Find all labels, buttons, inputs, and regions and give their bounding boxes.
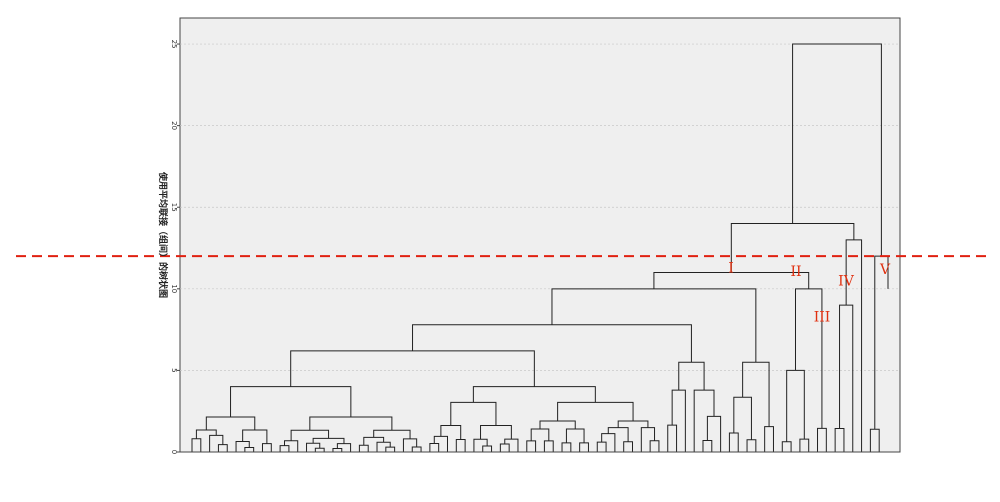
dendrogram-link [290,429,330,441]
dendrogram-link [433,435,448,452]
dendrogram-link [617,420,649,428]
dendrogram-link [480,425,512,440]
y-axis: 0 5 10 15 20 25 [170,40,180,454]
dendrogram-link [358,444,369,452]
dendrogram-link [363,436,385,446]
dendrogram-link [450,401,497,426]
cluster-label-i: I [728,260,734,276]
dendrogram-link [607,427,629,442]
dendrogram-link [306,442,321,452]
dendrogram-link [530,428,550,441]
cluster-label-iv: IV [838,274,855,290]
dendrogram-link [792,43,882,257]
dendrogram-link [504,438,519,452]
dendrogram-link [309,416,393,431]
dendrogram-link [482,445,493,452]
dendrogram-link [565,428,585,443]
dendrogram-link [557,401,634,422]
dendrogram-link [640,427,656,452]
dendrogram-link [279,445,290,452]
y-axis-title: 使用平均联接（组间）的树状图 [157,171,169,298]
dendrogram-link [733,396,752,440]
dendrogram-link [799,438,810,452]
y-tick-label: 10 [170,284,178,293]
dendrogram-link [702,439,713,452]
dendrogram-link [191,438,202,452]
dendrogram-links [191,43,889,452]
dendrogram-link [561,442,572,452]
dendrogram-link [526,440,537,452]
dendrogram-link [543,440,554,452]
y-tick-label: 25 [170,40,178,49]
dendrogram-link [742,361,770,427]
dendrogram-link [205,416,256,431]
dendrogram-link [472,386,596,403]
dendrogram-link [373,429,411,439]
y-tick-label: 15 [170,203,178,212]
dendrogram-link [653,271,810,289]
cluster-label-v: V [879,262,891,278]
y-tick-label: 20 [170,121,178,130]
dendrogram-link [440,425,462,440]
cluster-label-iii: III [814,309,831,325]
dendrogram-link [539,420,576,429]
dendrogram-link [209,434,224,452]
y-tick-label: 0 [170,450,178,454]
dendrogram-link [230,386,352,417]
y-tick-label: 5 [170,368,178,372]
dendrogram-link [336,443,352,452]
dendrogram-link [678,361,705,391]
cluster-label-ii: II [790,264,801,280]
dendrogram-link [845,239,863,452]
dendrogram-link [455,439,466,452]
dendrogram-link [244,447,255,452]
dendrogram-link [693,389,715,452]
dendrogram-link [671,389,686,452]
dendrogram-link [385,446,396,452]
dendrogram-link [601,433,616,452]
plot-background [179,17,901,453]
dendrogram-link [290,350,535,387]
dendrogram-link [706,415,722,452]
dendrogram-link [579,442,589,452]
